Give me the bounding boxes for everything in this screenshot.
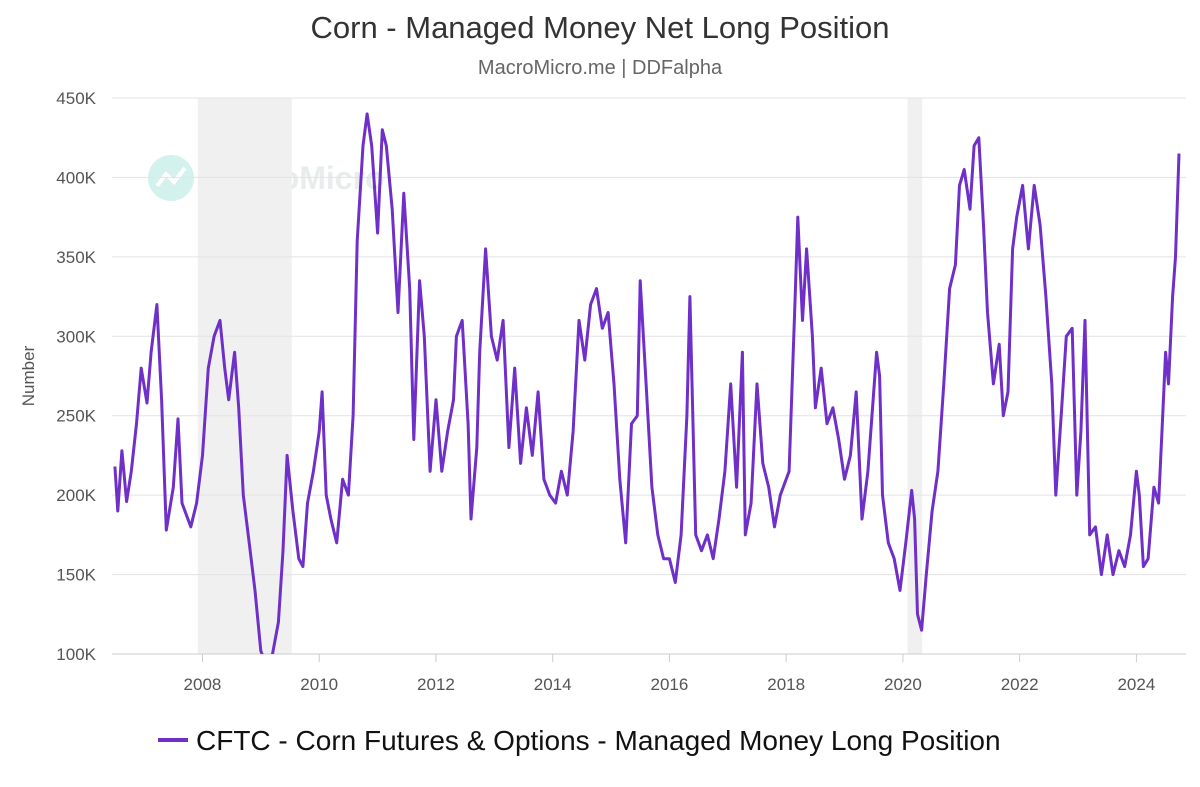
chart-subtitle: MacroMicro.me | DDFalpha [478,57,723,79]
y-tick-label: 250K [56,407,96,426]
y-tick-label: 400K [56,168,96,187]
x-tick-label: 2016 [651,675,689,694]
y-axis-label: Number [19,345,38,406]
x-tick-label: 2008 [184,675,222,694]
x-tick-label: 2024 [1117,675,1155,694]
y-tick-label: 200K [56,486,96,505]
x-tick-label: 2012 [417,675,455,694]
plot-area [113,112,1181,654]
x-tick-label: 2020 [884,675,922,694]
x-tick-label: 2010 [300,675,338,694]
shaded-range [907,98,923,654]
y-tick-label: 350K [56,248,96,267]
chart-title: Corn - Managed Money Net Long Position [311,10,890,45]
x-tick-label: 2018 [767,675,805,694]
watermark-logo [148,155,194,201]
y-tick-label: 300K [56,327,96,346]
y-tick-label: 450K [56,89,96,108]
y-tick-label: 150K [56,566,96,585]
x-tick-label: 2022 [1001,675,1039,694]
y-tick-label: 100K [56,645,96,664]
watermark-logo-mark [155,166,187,188]
legend-label: CFTC - Corn Futures & Options - Managed … [196,725,1001,756]
shaded-range [197,98,292,654]
data-line [113,112,1181,654]
x-tick-label: 2014 [534,675,572,694]
